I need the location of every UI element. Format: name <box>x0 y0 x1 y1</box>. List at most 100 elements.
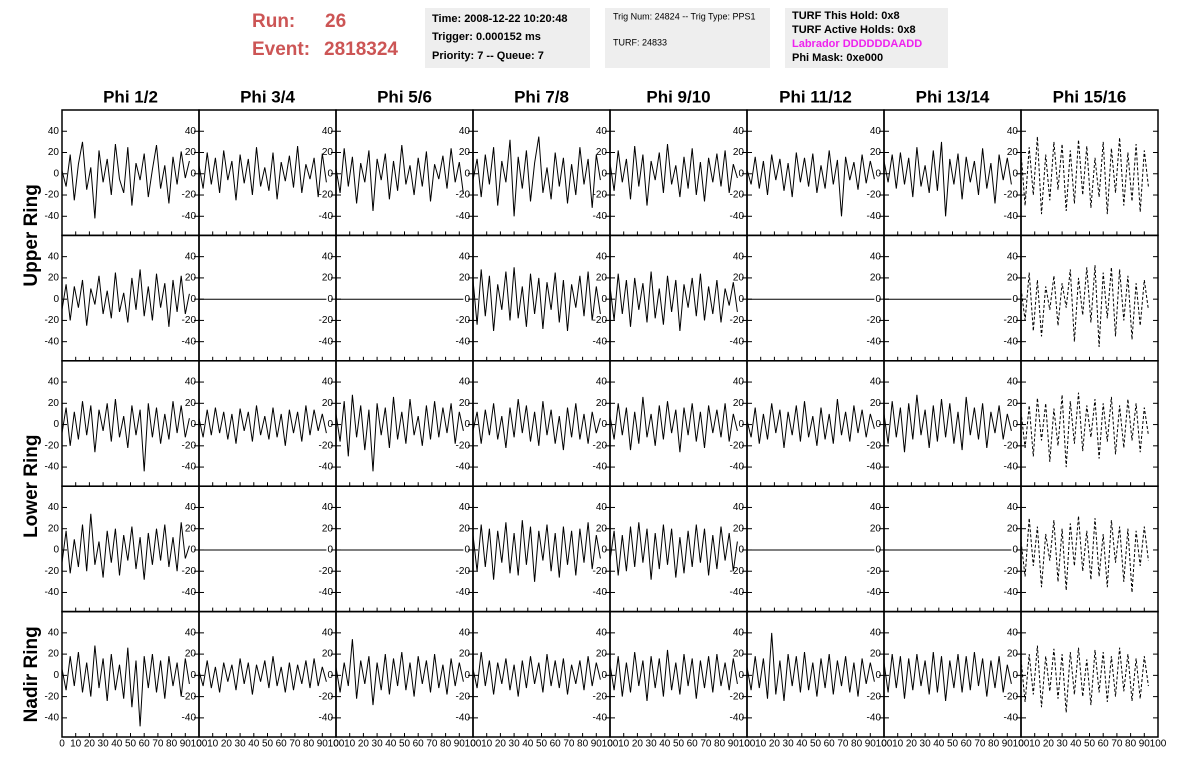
y-tick-label: 40 <box>459 627 471 638</box>
y-tick-label: -40 <box>867 211 882 222</box>
waveform <box>609 649 738 701</box>
x-tick-label: 30 <box>98 739 110 750</box>
y-tick-label: 40 <box>185 251 197 262</box>
waveform <box>1020 136 1149 215</box>
y-tick-label: -40 <box>730 211 745 222</box>
x-tick-label: 30 <box>509 739 521 750</box>
y-tick-label: -20 <box>593 315 608 326</box>
x-tick-label: 70 <box>700 739 712 750</box>
x-tick-label: 60 <box>139 739 151 750</box>
y-tick-label: 20 <box>185 273 197 284</box>
panel-frame <box>198 360 337 487</box>
y-tick-label: -20 <box>1004 315 1019 326</box>
y-tick-label: 20 <box>48 523 60 534</box>
y-tick-label: 20 <box>870 649 882 660</box>
waveform <box>609 143 738 206</box>
column-title: Phi 5/6 <box>377 87 432 106</box>
y-tick-label: 20 <box>322 649 334 660</box>
y-tick-label: -40 <box>319 211 334 222</box>
y-tick-label: -40 <box>1004 462 1019 473</box>
x-tick-label: 20 <box>906 739 918 750</box>
x-tick-label: 10 <box>892 739 904 750</box>
y-tick-label: 40 <box>733 377 745 388</box>
x-tick-label: 10 <box>70 739 82 750</box>
x-tick-label: 80 <box>714 739 726 750</box>
y-tick-label: -20 <box>1004 190 1019 201</box>
y-tick-label: 40 <box>870 126 882 137</box>
y-tick-label: -40 <box>867 587 882 598</box>
y-tick-label: 40 <box>459 251 471 262</box>
y-tick-label: -20 <box>45 190 60 201</box>
info-line: Phi Mask: 0xe000 <box>792 52 883 64</box>
y-tick-label: -20 <box>456 190 471 201</box>
info-line: Priority: 7 -- Queue: 7 <box>432 50 544 62</box>
info-line: Trigger: 0.000152 ms <box>432 31 541 43</box>
y-tick-label: -20 <box>45 691 60 702</box>
y-tick-label: -40 <box>319 587 334 598</box>
waveform <box>472 136 601 217</box>
y-tick-label: 40 <box>1007 502 1019 513</box>
x-tick-label: 10 <box>755 739 767 750</box>
x-tick-label: 40 <box>248 739 260 750</box>
y-tick-label: 0 <box>190 419 196 430</box>
y-tick-label: -40 <box>456 211 471 222</box>
x-tick-label: 0 <box>470 739 476 750</box>
x-tick-label: 100 <box>465 739 482 750</box>
waveform <box>883 651 1012 701</box>
y-tick-label: -40 <box>867 336 882 347</box>
y-tick-label: 40 <box>322 377 334 388</box>
x-tick-label: 50 <box>125 739 137 750</box>
x-tick-label: 70 <box>563 739 575 750</box>
x-tick-label: 80 <box>851 739 863 750</box>
y-tick-label: 40 <box>48 502 60 513</box>
x-tick-label: 70 <box>289 739 301 750</box>
y-tick-label: -20 <box>593 691 608 702</box>
y-tick-label: -40 <box>182 587 197 598</box>
y-tick-label: 20 <box>48 398 60 409</box>
waveform <box>746 632 875 701</box>
ring-label: Upper Ring <box>21 184 42 286</box>
y-tick-label: 40 <box>596 627 608 638</box>
y-tick-label: 0 <box>738 419 744 430</box>
y-tick-label: 40 <box>870 502 882 513</box>
y-tick-label: -20 <box>593 440 608 451</box>
info-line: TURF: 24833 <box>613 37 667 47</box>
x-tick-label: 40 <box>659 739 671 750</box>
x-tick-label: 50 <box>947 739 959 750</box>
x-tick-label: 40 <box>796 739 808 750</box>
y-tick-label: 20 <box>322 273 334 284</box>
y-tick-label: -20 <box>867 566 882 577</box>
panel-frame <box>335 360 474 487</box>
y-tick-label: -40 <box>1004 211 1019 222</box>
panel-frame <box>198 610 337 738</box>
x-tick-label: 10 <box>481 739 493 750</box>
y-tick-label: 0 <box>190 168 196 179</box>
y-tick-label: 40 <box>459 126 471 137</box>
x-tick-label: 30 <box>646 739 658 750</box>
x-tick-label: 20 <box>84 739 96 750</box>
x-tick-label: 60 <box>687 739 699 750</box>
x-tick-label: 50 <box>673 739 685 750</box>
y-tick-label: -40 <box>593 587 608 598</box>
x-tick-label: 90 <box>865 739 877 750</box>
panel-frame <box>746 360 885 487</box>
x-tick-label: 30 <box>1057 739 1069 750</box>
x-tick-label: 10 <box>618 739 630 750</box>
y-tick-label: 0 <box>1012 294 1018 305</box>
panel-frame <box>746 234 885 362</box>
x-tick-label: 100 <box>602 739 619 750</box>
x-tick-label: 80 <box>440 739 452 750</box>
y-tick-label: -40 <box>730 587 745 598</box>
y-tick-label: -20 <box>1004 691 1019 702</box>
y-tick-label: -20 <box>456 440 471 451</box>
x-tick-label: 60 <box>276 739 288 750</box>
y-tick-label: 0 <box>738 294 744 305</box>
y-tick-label: -20 <box>45 566 60 577</box>
x-tick-label: 30 <box>235 739 247 750</box>
waveform <box>883 141 1012 217</box>
y-tick-label: 20 <box>185 147 197 158</box>
y-tick-label: 20 <box>733 649 745 660</box>
y-tick-label: -40 <box>319 462 334 473</box>
y-tick-label: 0 <box>601 168 607 179</box>
